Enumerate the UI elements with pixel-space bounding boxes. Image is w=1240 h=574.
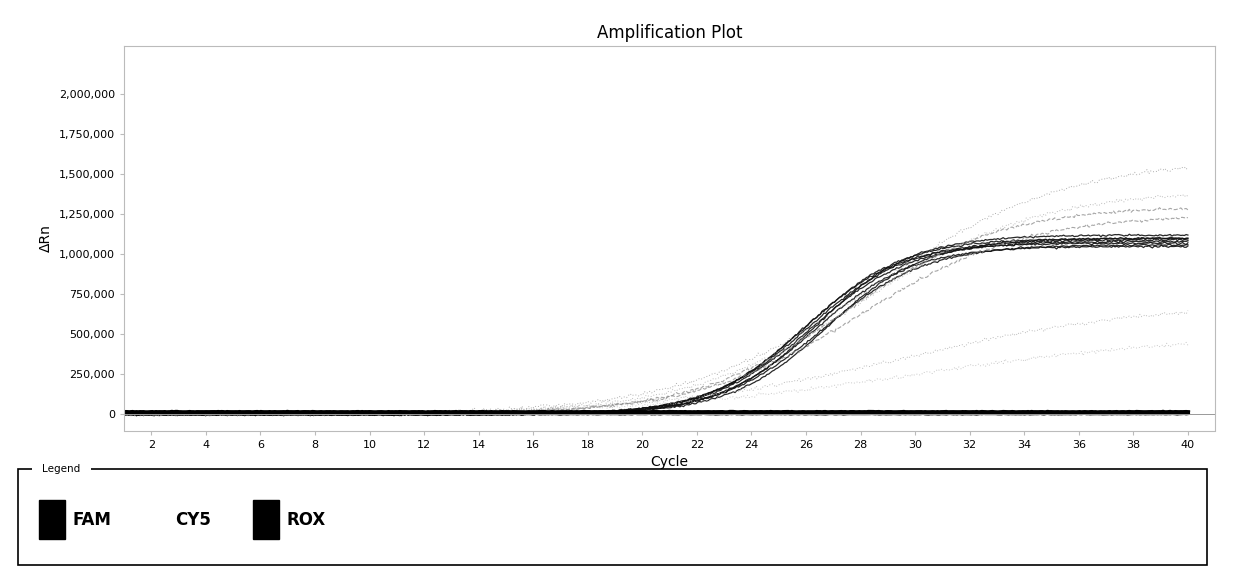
- Bar: [38, 500, 66, 540]
- Text: FAM: FAM: [72, 511, 112, 529]
- FancyBboxPatch shape: [19, 469, 1207, 565]
- X-axis label: Cycle: Cycle: [651, 455, 688, 469]
- Y-axis label: ΔRn: ΔRn: [40, 224, 53, 252]
- Title: Amplification Plot: Amplification Plot: [596, 24, 743, 41]
- Text: CY5: CY5: [175, 511, 211, 529]
- Text: Legend: Legend: [42, 464, 81, 474]
- Bar: [253, 500, 279, 540]
- Text: ROX: ROX: [286, 511, 326, 529]
